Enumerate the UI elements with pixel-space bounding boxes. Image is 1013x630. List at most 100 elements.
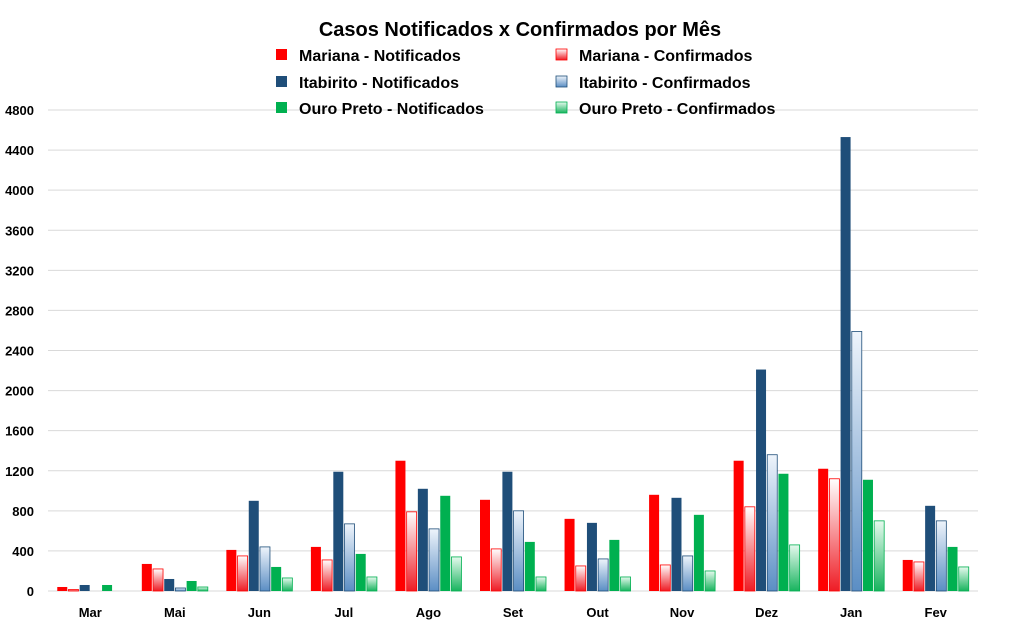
bar-ago-series-2	[417, 488, 428, 591]
bar-jun-series-5	[281, 577, 293, 592]
bar-nov-series-0	[649, 494, 660, 591]
bar-nov-series-1	[659, 564, 671, 592]
bar-jan-series-1	[828, 478, 840, 592]
x-tick-label: Mai	[164, 605, 186, 620]
bar-mar-series-2	[79, 584, 90, 591]
bar-jul-series-1	[321, 559, 333, 592]
legend-swatch-3	[555, 75, 568, 88]
bar-jun-series-1	[237, 555, 248, 592]
bar-jan-series-4	[862, 479, 873, 591]
y-tick-label: 4400	[5, 143, 34, 158]
bar-out-series-4	[609, 539, 620, 591]
y-tick-label: 2400	[5, 344, 34, 359]
x-tick-label: Fev	[925, 605, 948, 620]
y-tick-label: 1200	[5, 464, 34, 479]
legend: Mariana - Notificados Itabirito - Notific…	[276, 48, 776, 118]
legend-label-4: Ouro Preto - Notificados	[299, 101, 484, 118]
bar-mar-series-1	[68, 589, 79, 592]
bar-jan-series-3	[851, 331, 863, 592]
bar-mai-series-1	[152, 568, 164, 592]
bar-fev-series-2	[925, 505, 936, 591]
bar-out-series-0	[564, 518, 575, 591]
y-tick-label: 2800	[5, 303, 34, 318]
legend-label-1: Mariana - Confirmados	[579, 48, 752, 65]
bar-ago-series-4	[440, 495, 451, 591]
y-tick-label: 3200	[5, 263, 34, 278]
legend-swatch-0	[276, 49, 287, 60]
bar-jan-series-2	[840, 137, 851, 591]
bar-mai-series-5	[197, 586, 209, 592]
bar-fev-series-1	[913, 561, 925, 592]
x-tick-label: Jun	[248, 605, 271, 620]
bar-mai-series-4	[186, 580, 197, 591]
bar-dez-series-3	[766, 454, 778, 592]
bars	[57, 137, 970, 592]
bar-mar-series-0	[57, 586, 68, 591]
y-tick-label: 800	[12, 504, 34, 519]
bar-out-series-5	[620, 576, 631, 592]
bar-ago-series-1	[406, 511, 418, 592]
bar-mai-series-2	[164, 578, 175, 591]
x-axis: Mar Mai Jun Jul Ago Set Out Nov Dez Jan Fev	[79, 605, 948, 620]
bar-out-series-1	[575, 565, 587, 592]
bar-mai-series-0	[141, 563, 152, 591]
bar-dez-series-4	[778, 473, 789, 591]
x-tick-label: Set	[503, 605, 524, 620]
bar-set-series-2	[502, 471, 513, 591]
bar-jun-series-3	[259, 546, 271, 592]
y-tick-label: 400	[12, 544, 34, 559]
bar-mar-series-4	[102, 584, 113, 591]
bar-fev-series-5	[958, 566, 970, 592]
bar-jan-series-0	[818, 468, 829, 591]
legend-swatch-4	[276, 102, 287, 113]
legend-swatch-2	[276, 76, 287, 87]
legend-label-5: Ouro Preto - Confirmados	[579, 101, 776, 118]
legend-label-2: Itabirito - Notificados	[299, 75, 459, 92]
bar-jun-series-0	[226, 549, 237, 591]
bar-out-series-2	[586, 522, 597, 591]
x-tick-label: Jan	[840, 605, 862, 620]
y-tick-label: 4800	[5, 103, 34, 118]
legend-swatch-5	[555, 101, 568, 114]
x-tick-label: Jul	[335, 605, 354, 620]
bar-jun-series-4	[271, 566, 282, 591]
bar-nov-series-2	[671, 497, 682, 591]
bar-dez-series-2	[756, 369, 767, 591]
x-tick-label: Out	[586, 605, 609, 620]
bar-jun-series-2	[248, 500, 259, 591]
bar-jul-series-5	[366, 576, 378, 592]
bar-mai-series-3	[175, 587, 186, 592]
bar-jan-series-5	[873, 520, 885, 592]
x-tick-label: Nov	[670, 605, 695, 620]
bar-ago-series-3	[428, 528, 440, 592]
x-tick-label: Mar	[79, 605, 102, 620]
bar-ago-series-5	[451, 556, 462, 592]
y-axis: 0 400 800 1200 1600 2000 2400 2800 3200 3600 4000 4…	[5, 103, 34, 599]
bar-set-series-0	[480, 499, 490, 591]
y-tick-label: 0	[27, 584, 34, 599]
bar-jul-series-4	[355, 553, 366, 591]
bar-nov-series-4	[693, 514, 704, 591]
bar-nov-series-3	[682, 555, 694, 592]
bar-set-series-5	[535, 576, 547, 592]
legend-label-0: Mariana - Notificados	[299, 48, 461, 65]
bar-nov-series-5	[704, 570, 716, 592]
bar-fev-series-3	[935, 520, 947, 592]
bar-ago-series-0	[395, 460, 406, 591]
bar-dez-series-1	[744, 506, 756, 592]
bar-jul-series-3	[344, 523, 355, 592]
chart-title: Casos Notificados x Confirmados por Mês	[319, 19, 721, 41]
y-tick-label: 4000	[5, 183, 34, 198]
legend-label-3: Itabirito - Confirmados	[579, 75, 751, 92]
bar-jul-series-0	[310, 546, 321, 591]
y-tick-label: 1600	[5, 424, 34, 439]
y-tick-label: 2000	[5, 384, 34, 399]
bar-dez-series-5	[789, 544, 801, 592]
y-tick-label: 3600	[5, 223, 34, 238]
x-tick-label: Dez	[755, 605, 779, 620]
legend-swatch-1	[555, 48, 568, 61]
bar-set-series-3	[513, 510, 524, 592]
bar-out-series-3	[597, 558, 609, 592]
